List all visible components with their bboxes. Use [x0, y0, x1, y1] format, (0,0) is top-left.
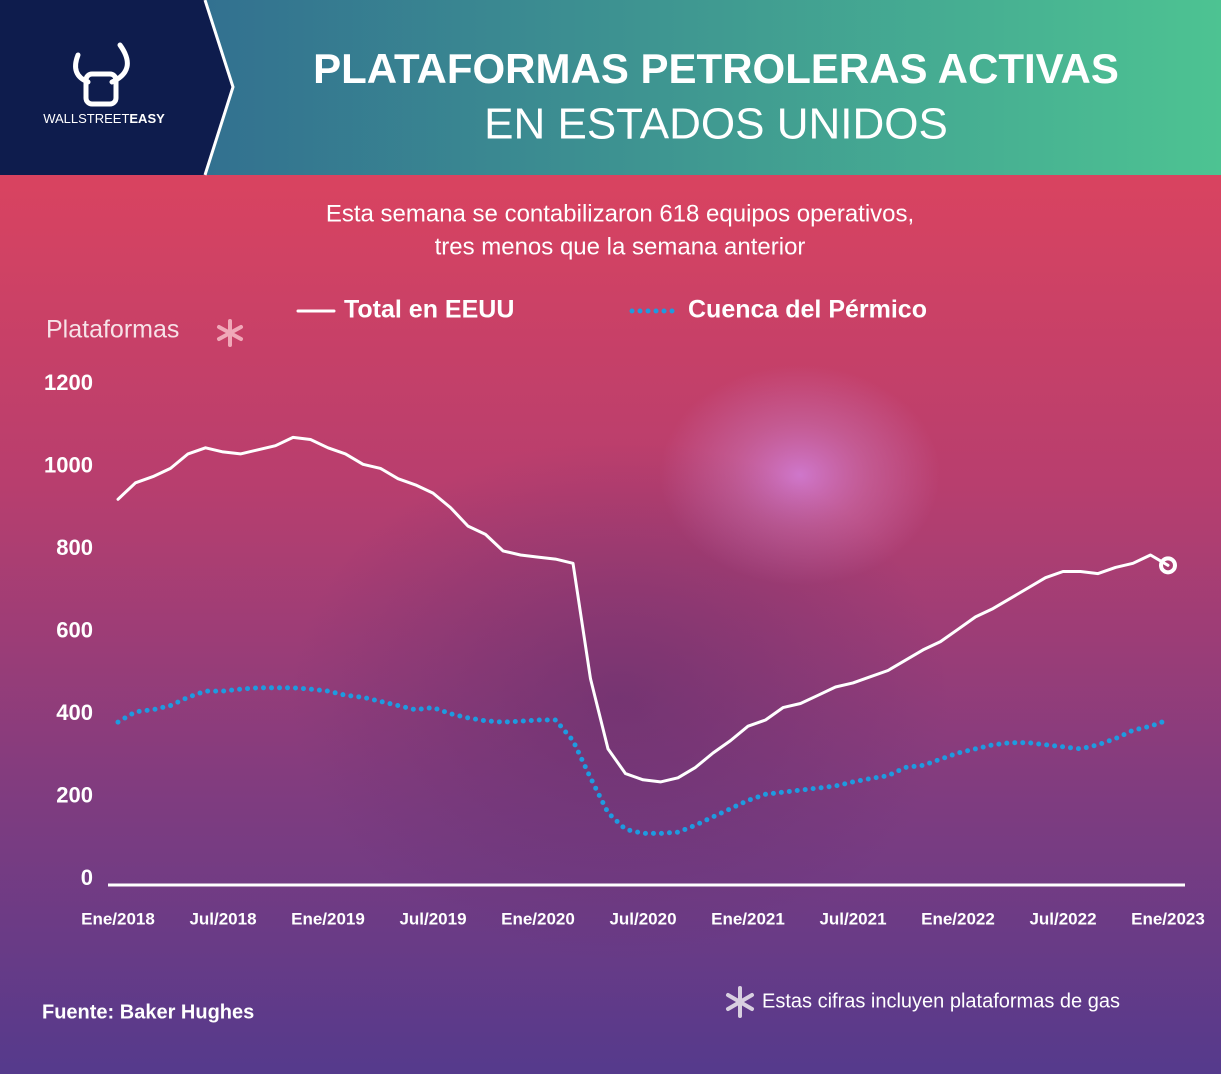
x-tick-label: Jul/2019: [399, 909, 466, 928]
y-tick-label: 200: [56, 782, 93, 807]
y-axis-label: Plataformas: [46, 316, 179, 344]
subtitle-line: Esta semana se contabilizaron 618 equipo…: [326, 200, 914, 227]
x-tick-label: Ene/2020: [501, 909, 575, 928]
logo-bold: EASY: [129, 111, 165, 126]
logo-light: WALLSTREET: [43, 111, 129, 126]
silhouette-shade: [290, 440, 950, 960]
asterisk-icon: [726, 986, 754, 1018]
x-tick-label: Ene/2019: [291, 909, 365, 928]
end-marker: [1159, 556, 1177, 575]
y-tick-label: 600: [56, 617, 93, 642]
x-tick-label: Ene/2021: [711, 909, 785, 928]
chart-title: PLATAFORMAS PETROLERAS ACTIVAS: [313, 45, 1119, 92]
legend-label: Cuenca del Pérmico: [688, 296, 927, 324]
logo-text: WALLSTREETEASY: [43, 111, 165, 126]
x-tick-label: Ene/2023: [1131, 909, 1205, 928]
asterisk-icon: [217, 319, 243, 347]
chevron: [203, 0, 235, 176]
source: Fuente: Baker Hughes: [42, 1001, 254, 1023]
data-line: [116, 435, 1170, 784]
x-tick-label: Jul/2018: [189, 909, 256, 928]
x-tick-label: Ene/2018: [81, 909, 155, 928]
y-tick-label: 1000: [44, 452, 93, 477]
data-line: [115, 685, 1171, 836]
logo-icon: [73, 42, 130, 107]
y-tick-label: 1200: [44, 370, 93, 395]
footnote: Estas cifras incluyen plataformas de gas: [762, 990, 1120, 1012]
chart-title-line2: EN ESTADOS UNIDOS: [484, 100, 948, 149]
legend-label: Total en EEUU: [344, 296, 514, 324]
x-tick-label: Jul/2021: [819, 909, 886, 928]
x-tick-label: Jul/2022: [1029, 909, 1096, 928]
y-tick-label: 0: [81, 865, 93, 890]
y-tick-label: 400: [56, 700, 93, 725]
x-tick-label: Jul/2020: [609, 909, 676, 928]
subtitle-line: tres menos que la semana anterior: [435, 233, 806, 260]
x-tick-label: Ene/2022: [921, 909, 995, 928]
y-tick-label: 800: [56, 535, 93, 560]
